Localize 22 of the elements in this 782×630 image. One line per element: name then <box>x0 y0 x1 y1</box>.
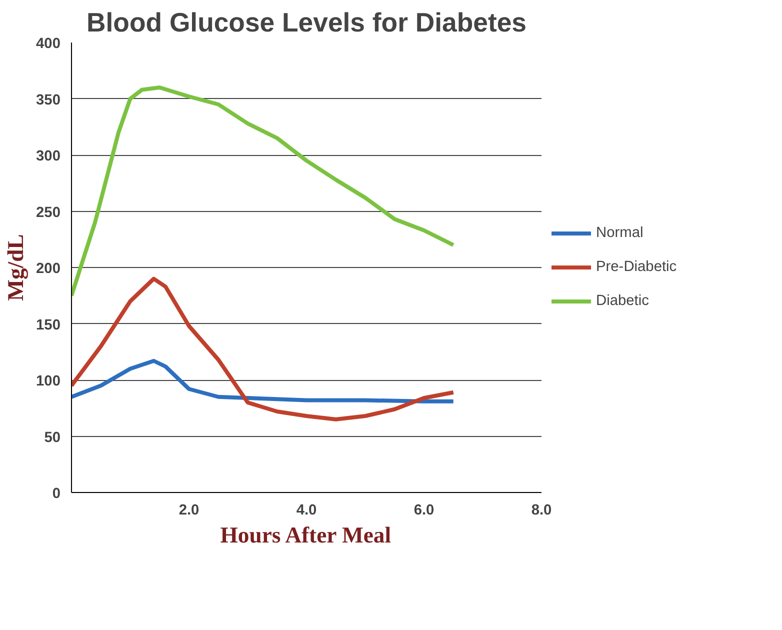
line-series <box>72 358 456 404</box>
x-tick-label: 8.0 <box>531 502 552 518</box>
x-tick-label: 2.0 <box>178 502 200 518</box>
legend-label: Pre-Diabetic <box>596 259 677 275</box>
x-tick-label: 4.0 <box>296 502 317 518</box>
legend-label: Normal <box>596 225 644 241</box>
y-tick-label: 50 <box>44 430 61 446</box>
y-tick-label: 200 <box>36 261 61 277</box>
y-tick-label: 0 <box>52 486 61 502</box>
x-tick-label: 6.0 <box>414 502 434 518</box>
chart-title: Blood Glucose Levels for Diabetes <box>86 8 526 38</box>
y-tick-label: 300 <box>36 148 61 164</box>
y-tick-label: 150 <box>36 317 61 334</box>
y-tick-label: 250 <box>36 204 61 221</box>
y-tick-label: 100 <box>36 374 61 390</box>
y-tick-label: 350 <box>36 92 61 108</box>
line-series <box>72 276 456 422</box>
legend-label: Diabetic <box>596 293 649 309</box>
y-axis-title: Mg/dL <box>3 234 28 301</box>
line-series <box>72 86 456 298</box>
y-tick-label: 400 <box>36 36 61 52</box>
x-axis-title: Hours After Meal <box>220 522 392 548</box>
